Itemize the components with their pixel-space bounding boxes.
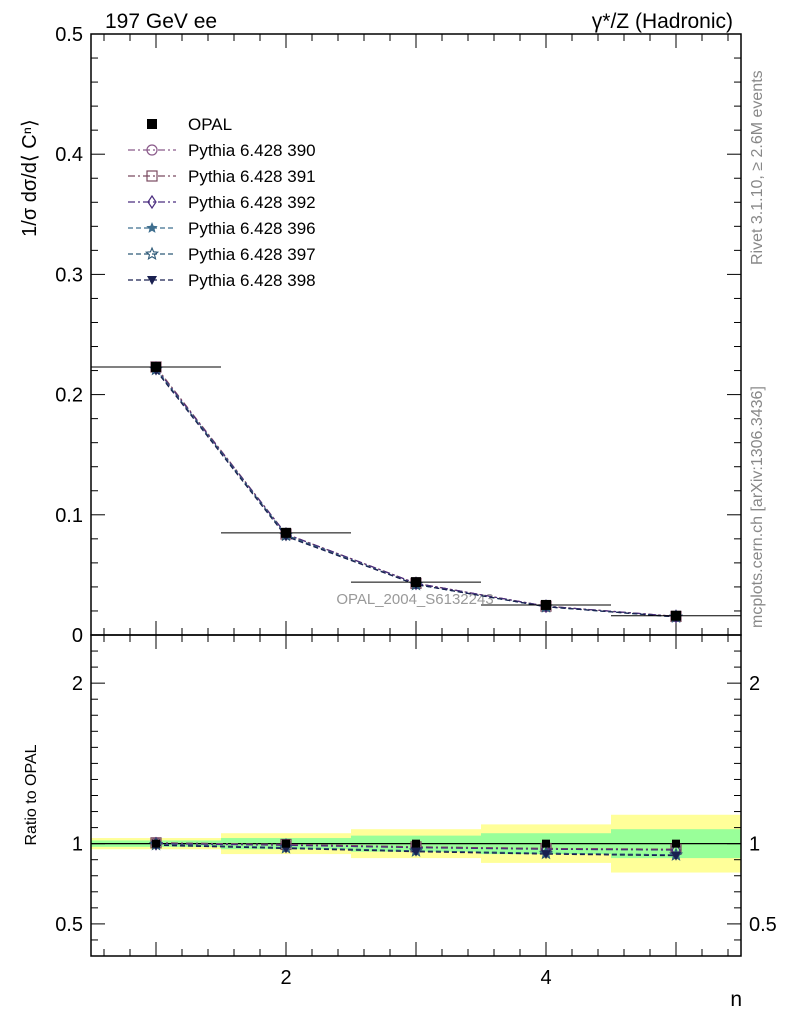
analysis-watermark: OPAL_2004_S6132243 [336,591,493,608]
ratio-opal-point [412,839,420,848]
ratio-panel: 2 4 0.5 0.5 1 1 2 2 [55,634,777,989]
legend-marker [147,194,157,210]
rivet-label: Rivet 3.1.10, ≥ 2.6M events [749,70,766,265]
mcplots-label: mcplots.cern.ch [arXiv:1306.3436] [749,386,766,628]
ratio-series-point [671,851,681,861]
main-ylabel: 1/σ dσ/d⟨ Cⁿ⟩ [19,119,41,237]
legend-label: Pythia 6.428 396 [188,219,316,238]
ratio-opal-point [282,839,290,848]
legend-label: Pythia 6.428 392 [188,193,316,212]
ratio-frame [90,634,742,957]
ratio-series-point [541,850,551,860]
xlabel: n [730,988,742,1011]
main-series-line [155,368,677,618]
ratio-opal-point [542,839,550,848]
ratio-series-point [411,847,421,857]
ratio-ytick-label: 2 [72,673,83,695]
left-title: 197 GeV ee [105,10,217,33]
main-ytick-label: 0.5 [55,24,83,46]
legend-marker [146,170,158,182]
right-title: γ*/Z (Hadronic) [592,10,733,33]
opal-point [541,599,551,610]
ratio-ytick-label: 0.5 [55,914,83,936]
legend-label: OPAL [188,115,232,134]
ratio-ytick-label-right: 0.5 [749,914,777,936]
ratio-opal-point [672,839,680,848]
legend-marker [147,276,157,285]
main-panel: 0 0.1 0.2 0.3 0.4 0.5 [55,24,742,647]
legend-marker [147,119,157,129]
ratio-ytick-label-right: 1 [749,834,760,856]
main-ytick-label: 0.4 [55,144,83,166]
opal-point [151,361,161,372]
legend-label: Pythia 6.428 391 [188,167,316,186]
main-ytick-label: 0 [72,625,83,647]
ratio-xtick-label: 4 [540,967,551,989]
legend-marker [146,222,158,233]
main-series-line [155,370,677,618]
main-ytick-label: 0.3 [55,264,83,286]
ratio-opal-point [152,839,160,848]
opal-point [281,527,291,538]
main-ytick-label: 0.2 [55,385,83,407]
ratio-ylabel: Ratio to OPAL [23,744,40,845]
opal-point [411,577,421,588]
legend: OPAL Pythia 6.428 390 Pythia 6.428 391 Pyth… [128,115,316,290]
opal-point [671,610,681,621]
main-ytick-label: 0.1 [55,505,83,527]
ratio-xtick-label: 2 [280,967,291,989]
ratio-ytick-label-right: 2 [749,673,760,695]
legend-marker [146,144,158,156]
ratio-ytick-label: 1 [72,834,83,856]
legend-marker [144,246,160,261]
legend-label: Pythia 6.428 398 [188,271,316,290]
legend-label: Pythia 6.428 397 [188,245,316,264]
legend-label: Pythia 6.428 390 [188,141,316,160]
